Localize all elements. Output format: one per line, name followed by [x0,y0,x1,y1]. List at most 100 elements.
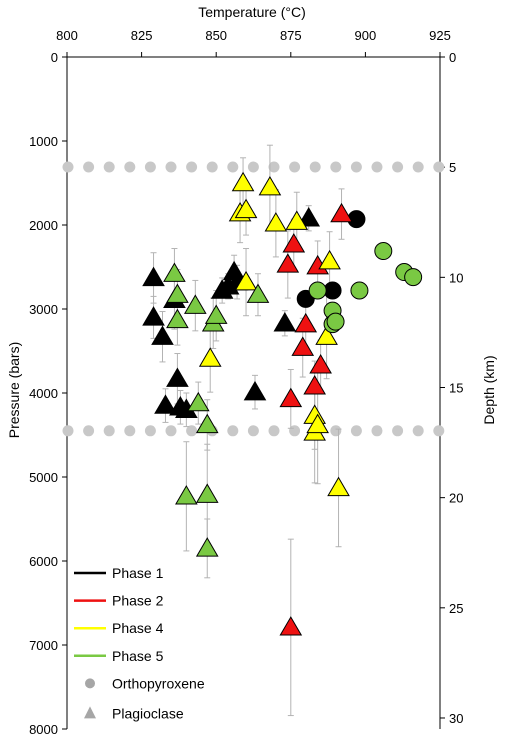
y2-axis-title: Depth (km) [481,355,497,424]
x-tick-label: 850 [205,28,227,43]
phase-5-triangle-point [195,483,219,503]
phase-2-triangle-point [303,375,326,395]
phase-1-triangle-point [166,367,189,387]
reference-dot [268,161,280,173]
phase-4-triangle-point [327,476,350,497]
reference-dot [392,425,404,437]
reference-dot [392,161,404,173]
phase-5-triangle-point [163,262,186,282]
y-tick-label: 8000 [29,722,58,737]
phase-5-circle-point [404,268,423,287]
phase-1-triangle-point [154,394,177,414]
phase-4-triangle-point [234,198,258,219]
reference-dot [289,161,301,173]
reference-dot [165,425,177,437]
reference-dot [124,425,136,437]
y-tick-label: 2000 [29,218,58,233]
reference-dot [247,425,259,437]
phase-1-triangle-point [142,306,165,326]
reference-dot [144,161,156,173]
phase-4-triangle-point [285,210,309,230]
phase-1-triangle-point [151,325,174,345]
phase-5-triangle-point [246,283,270,303]
x-axis-title: Temperature (°C) [198,4,306,20]
phase-5-triangle-point [166,283,189,303]
phase-5-triangle-point [175,485,198,505]
reference-dot [350,161,362,173]
reference-dot [186,161,198,173]
x-tick-label: 825 [131,28,153,43]
reference-dot [144,425,156,437]
legend-label-phase-4: Phase 4 [112,620,164,636]
phase-4-triangle-point [318,249,341,270]
phase-5-triangle-point [195,537,219,557]
phase-4-triangle-point [198,347,222,367]
x-tick-label: 800 [56,28,78,43]
y-tick-label: 5000 [29,470,58,485]
reference-dot [83,161,95,173]
phase-4-triangle-point [315,325,338,345]
y2-tick-label: 30 [449,711,463,726]
y-tick-label: 0 [51,50,58,65]
reference-dot [412,161,424,173]
legend-swatch-orthopyroxene [85,678,95,689]
y2-tick-label: 0 [449,50,456,65]
phase-1-triangle-point [142,266,165,287]
reference-dot [412,425,424,437]
legend-label-orthopyroxene: Orthopyroxene [112,675,205,691]
reference-dot [206,161,218,173]
phase-5-triangle-point [204,304,228,324]
reference-dot [433,161,445,173]
phase-2-triangle-point [282,233,306,253]
reference-dot [330,161,342,173]
plot-area: 800 825 850 875 900 925 0 1000 2000 3000 4000 5000 6… [29,28,463,737]
reference-dot [124,161,136,173]
phase-2-triangle-point [276,253,300,273]
phase-2-triangle-point [279,387,303,408]
legend-swatch-plagioclase [84,706,96,719]
reference-dot [227,425,239,437]
legend-label-phase-1: Phase 1 [112,565,164,581]
reference-dot [330,425,342,437]
reference-dot [350,425,362,437]
legend-label-phase-5: Phase 5 [112,648,164,664]
phase-2-triangle-point [294,312,318,333]
phase-1-triangle-point [273,312,297,332]
y-tick-label: 7000 [29,638,58,653]
y-axis-title: Pressure (bars) [6,342,22,438]
phase-5-circle-point [326,312,345,331]
y2-tick-label: 20 [449,491,463,506]
phase-1-triangle-point [243,380,267,401]
phase-4-triangle-point [231,171,255,192]
reference-dot [309,161,321,173]
reference-dot [247,161,259,173]
reference-dot [371,425,383,437]
phase-2-triangle-point [309,354,332,374]
reference-dot [103,161,115,173]
phase-5-triangle-point [166,308,189,329]
phase-4-triangle-point [258,175,282,196]
x-tick-label: 900 [355,28,377,43]
phase-5-triangle-point [195,413,219,434]
phase-5-circle-point [308,281,327,300]
y2-tick-label: 25 [449,601,463,616]
y-tick-label: 6000 [29,554,58,569]
y2-tick-label: 15 [449,380,463,395]
phase-5-triangle-point [183,294,207,314]
phase-5-circle-point [374,242,393,261]
reference-dot [165,161,177,173]
y2-tick-label: 10 [449,270,463,285]
legend: Phase 1 Phase 2 Phase 4 Phase 5 Orthopyroxen… [74,565,205,721]
y2-tick-label: 5 [449,160,456,175]
phase-4-triangle-point [264,212,288,232]
y-tick-label: 3000 [29,302,58,317]
phase-5-circle-point [350,281,369,300]
reference-dot [62,425,74,437]
reference-dot [186,425,198,437]
x-tick-label: 875 [280,28,302,43]
legend-label-phase-2: Phase 2 [112,593,164,609]
legend-label-plagioclase: Plagioclase [112,705,184,721]
phase-2-triangle-point [279,616,303,636]
